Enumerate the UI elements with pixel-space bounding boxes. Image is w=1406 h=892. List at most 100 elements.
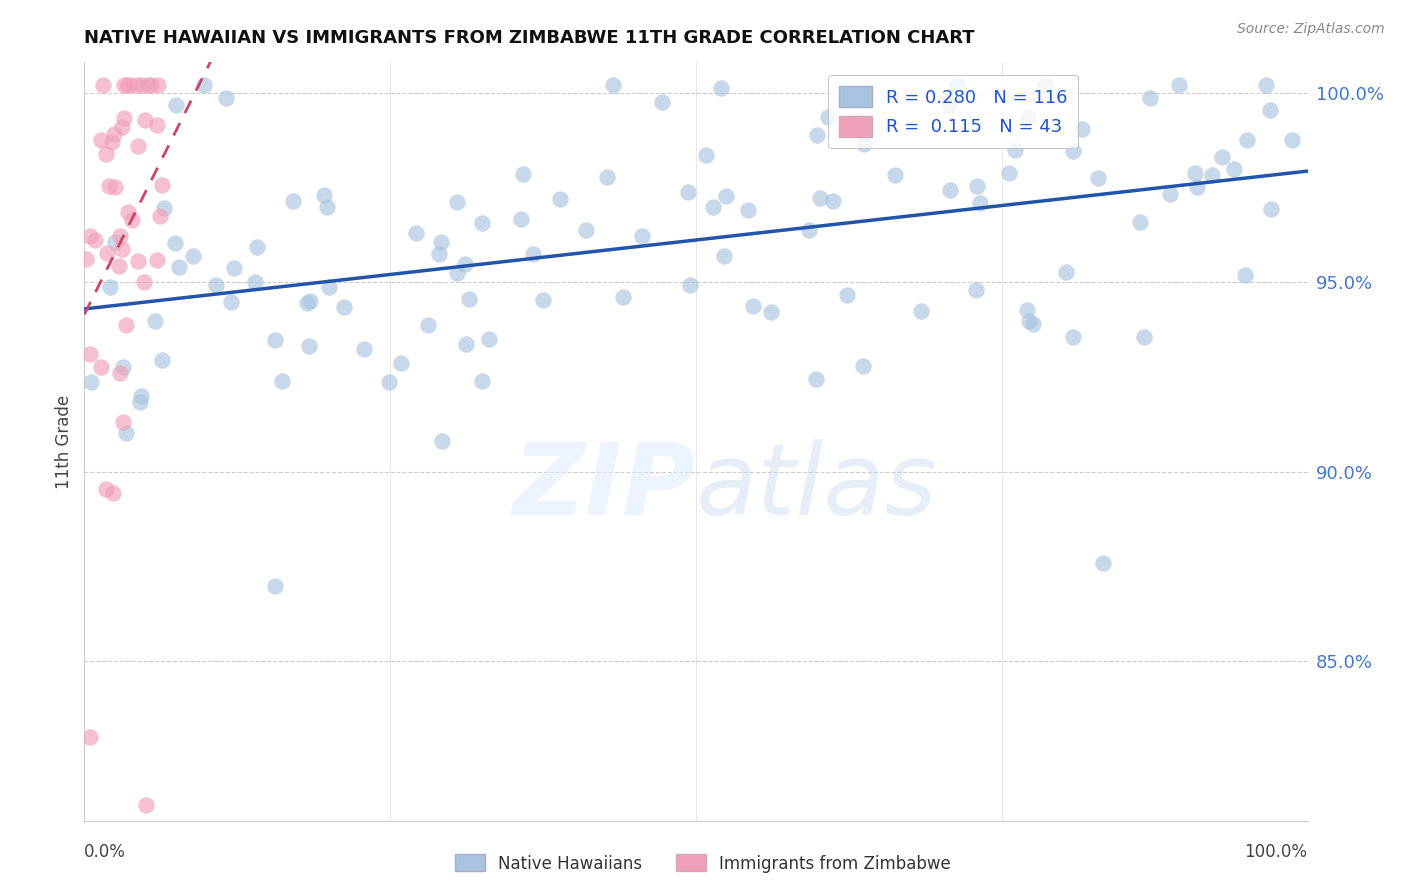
Point [575, 223, 598, 237]
Point [1159, 187, 1181, 202]
Point [145, 314, 167, 328]
Point [405, 226, 427, 240]
Point [596, 169, 619, 184]
Point [299, 293, 322, 308]
Point [1167, 78, 1189, 93]
Point [333, 300, 356, 314]
Point [804, 372, 827, 386]
Point [1062, 330, 1084, 344]
Point [1054, 265, 1077, 279]
Point [115, 318, 138, 333]
Point [149, 209, 172, 223]
Point [679, 278, 702, 293]
Point [94, 482, 117, 496]
Point [101, 135, 124, 149]
Point [205, 278, 228, 293]
Point [471, 216, 494, 230]
Point [127, 253, 149, 268]
Point [1129, 214, 1152, 228]
Point [1139, 90, 1161, 104]
Point [96, 146, 118, 161]
Point [270, 374, 292, 388]
Point [165, 98, 187, 112]
Point [98, 179, 121, 194]
Point [129, 389, 152, 403]
Point [883, 168, 905, 182]
Point [457, 292, 479, 306]
Point [939, 183, 962, 197]
Point [446, 266, 468, 280]
Point [110, 366, 132, 380]
Point [111, 120, 134, 134]
Point [127, 138, 149, 153]
Point [80, 375, 103, 389]
Point [548, 192, 571, 206]
Point [135, 798, 157, 813]
Point [678, 185, 700, 199]
Point [509, 212, 531, 227]
Point [1070, 121, 1092, 136]
Point [966, 179, 988, 194]
Point [1018, 314, 1040, 328]
Point [139, 78, 162, 93]
Point [79, 347, 101, 361]
Point [125, 78, 148, 93]
Text: NATIVE HAWAIIAN VS IMMIGRANTS FROM ZIMBABWE 11TH GRADE CORRELATION CHART: NATIVE HAWAIIAN VS IMMIGRANTS FROM ZIMBA… [84, 29, 974, 47]
Point [817, 110, 839, 124]
Point [1033, 78, 1056, 93]
Point [145, 252, 167, 267]
Point [98, 280, 121, 294]
Text: 100.0%: 100.0% [1244, 844, 1308, 862]
Point [134, 112, 156, 127]
Point [416, 318, 439, 332]
Point [1211, 150, 1233, 164]
Point [742, 299, 765, 313]
Point [1222, 161, 1244, 176]
Point [446, 194, 468, 209]
Point [91, 78, 114, 93]
Point [150, 178, 173, 193]
Text: 0.0%: 0.0% [84, 844, 127, 862]
Point [378, 375, 401, 389]
Point [96, 246, 118, 260]
Point [136, 78, 159, 93]
Point [612, 290, 634, 304]
Point [84, 233, 107, 247]
Point [117, 204, 139, 219]
Point [1133, 329, 1156, 343]
Point [910, 304, 932, 318]
Point [695, 147, 717, 161]
Point [1017, 302, 1039, 317]
Point [806, 128, 828, 142]
Point [1062, 144, 1084, 158]
Point [969, 196, 991, 211]
Point [108, 259, 131, 273]
Point [429, 235, 451, 250]
Y-axis label: 11th Grade: 11th Grade [55, 394, 73, 489]
Point [90, 360, 112, 375]
Point [797, 223, 820, 237]
Point [1021, 318, 1043, 332]
Point [1260, 103, 1282, 117]
Point [512, 167, 534, 181]
Point [110, 229, 132, 244]
Point [737, 203, 759, 218]
Point [298, 339, 321, 353]
Point [1185, 180, 1208, 194]
Point [112, 78, 135, 93]
Point [215, 91, 238, 105]
Point [295, 296, 318, 310]
Point [709, 80, 731, 95]
Point [103, 486, 125, 500]
Point [150, 353, 173, 368]
Point [110, 242, 132, 256]
Point [104, 235, 127, 250]
Legend: R = 0.280   N = 116, R =  0.115   N = 43: R = 0.280 N = 116, R = 0.115 N = 43 [828, 75, 1078, 148]
Point [104, 180, 127, 194]
Point [853, 136, 876, 151]
Point [90, 133, 112, 147]
Point [1087, 171, 1109, 186]
Point [965, 283, 987, 297]
Point [264, 333, 287, 347]
Point [821, 194, 844, 208]
